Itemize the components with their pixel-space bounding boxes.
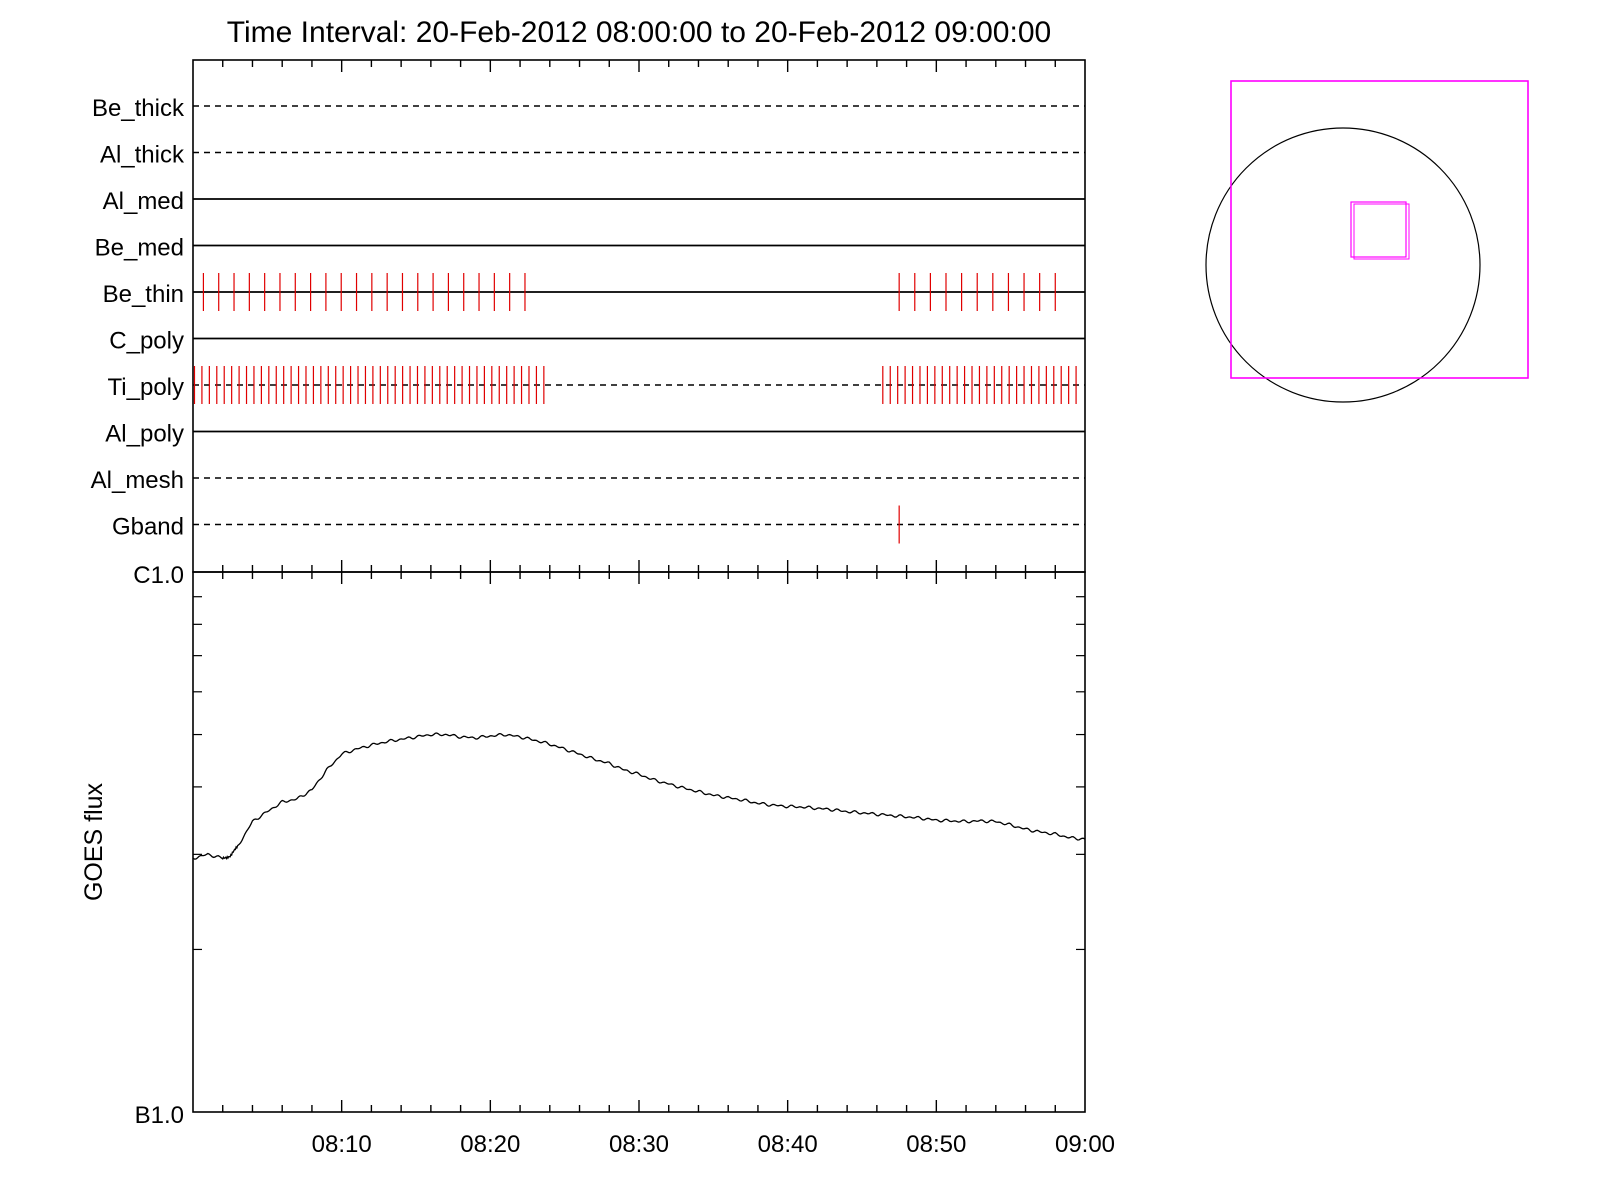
x-tick-label: 09:00 xyxy=(1055,1131,1115,1158)
row-label: Al_mesh xyxy=(91,467,184,494)
x-tick-label: 08:20 xyxy=(460,1131,520,1158)
x-tick-label: 08:50 xyxy=(906,1131,966,1158)
row-label: Al_thick xyxy=(100,142,185,169)
x-tick-label: 08:30 xyxy=(609,1131,669,1158)
y-tick-label: C1.0 xyxy=(133,562,184,589)
timeline-frame xyxy=(192,59,1086,573)
context-diagram xyxy=(1205,80,1529,403)
row-label: Be_med xyxy=(95,235,184,262)
goes-flux-line xyxy=(192,732,1086,860)
goes-flux-panel: 08:10 08:20 08:30 08:40 08:50 09:00 C1.0 B1.0 GO… xyxy=(80,562,1115,1158)
y-axis-label: GOES flux xyxy=(80,782,108,901)
row-label: Al_poly xyxy=(105,421,184,448)
chart-title: Time Interval: 20-Feb-2012 08:00:00 to 2… xyxy=(227,16,1051,49)
y-tick-label: B1.0 xyxy=(135,1102,184,1129)
x-tick-label: 08:10 xyxy=(312,1131,372,1158)
row-label: Be_thin xyxy=(103,281,184,308)
row-label: Al_med xyxy=(103,188,184,215)
x-tick-label: 08:40 xyxy=(758,1131,818,1158)
row-label: C_poly xyxy=(109,328,184,355)
target-square xyxy=(1353,203,1410,260)
row-label: Gband xyxy=(112,514,184,541)
row-label: Ti_poly xyxy=(108,374,184,401)
flux-frame xyxy=(192,571,1086,1113)
disk-outline xyxy=(1205,127,1481,403)
row-label: Be_thick xyxy=(92,95,185,122)
timeline-panel: Be_thick Al_thick Al_med Be_med Be_thin C_pol… xyxy=(91,59,1086,573)
field-of-view-square xyxy=(1230,80,1529,379)
target-square xyxy=(1350,201,1407,258)
